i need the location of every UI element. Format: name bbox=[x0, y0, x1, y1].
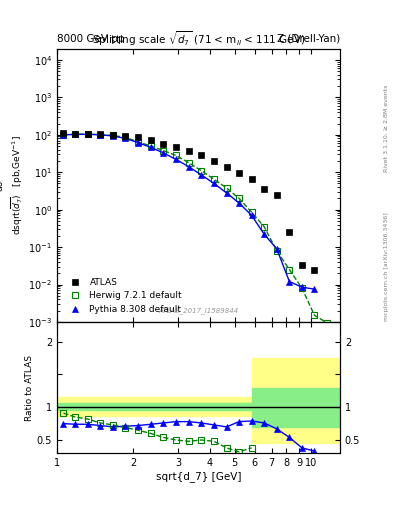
ATLAS bbox=[249, 176, 254, 182]
Pythia 8.308 default bbox=[98, 132, 103, 138]
ATLAS bbox=[199, 153, 204, 159]
Herwig 7.2.1 default bbox=[299, 285, 304, 291]
Pythia 8.308 default bbox=[224, 190, 229, 196]
ATLAS bbox=[287, 229, 292, 235]
Herwig 7.2.1 default bbox=[325, 319, 329, 326]
Pythia 8.308 default bbox=[274, 246, 279, 252]
Pythia 8.308 default bbox=[249, 212, 254, 219]
Herwig 7.2.1 default bbox=[237, 195, 241, 201]
X-axis label: sqrt{d_7} [GeV]: sqrt{d_7} [GeV] bbox=[156, 471, 241, 482]
Pythia 8.308 default bbox=[161, 150, 165, 156]
ATLAS bbox=[149, 137, 153, 143]
Herwig 7.2.1 default bbox=[274, 248, 279, 254]
Pythia 8.308 default bbox=[237, 200, 241, 206]
Pythia 8.308 default bbox=[299, 284, 304, 290]
Pythia 8.308 default bbox=[149, 144, 153, 151]
Herwig 7.2.1 default bbox=[312, 312, 317, 318]
ATLAS bbox=[211, 158, 216, 164]
Y-axis label: Ratio to ATLAS: Ratio to ATLAS bbox=[25, 354, 34, 420]
Pythia 8.308 default bbox=[85, 131, 90, 137]
Pythia 8.308 default bbox=[61, 132, 66, 138]
Text: 8000 GeV pp: 8000 GeV pp bbox=[57, 33, 125, 44]
Herwig 7.2.1 default bbox=[249, 209, 254, 216]
Herwig 7.2.1 default bbox=[98, 132, 103, 138]
Pythia 8.308 default bbox=[211, 180, 216, 186]
Herwig 7.2.1 default bbox=[174, 153, 178, 159]
Herwig 7.2.1 default bbox=[186, 160, 191, 166]
Herwig 7.2.1 default bbox=[224, 185, 229, 191]
ATLAS bbox=[161, 141, 165, 147]
Pythia 8.308 default bbox=[186, 164, 191, 170]
ATLAS bbox=[61, 130, 66, 136]
ATLAS bbox=[237, 170, 241, 176]
Text: Z (Drell-Yan): Z (Drell-Yan) bbox=[277, 33, 340, 44]
ATLAS bbox=[110, 132, 115, 138]
Pythia 8.308 default bbox=[136, 139, 140, 145]
ATLAS bbox=[262, 186, 266, 193]
Herwig 7.2.1 default bbox=[123, 134, 128, 140]
ATLAS bbox=[299, 262, 304, 268]
ATLAS bbox=[98, 131, 103, 137]
Pythia 8.308 default bbox=[199, 172, 204, 178]
Herwig 7.2.1 default bbox=[211, 176, 216, 182]
Herwig 7.2.1 default bbox=[262, 224, 266, 230]
Text: ATLAS_2017_I1589844: ATLAS_2017_I1589844 bbox=[158, 307, 239, 314]
Pythia 8.308 default bbox=[110, 133, 115, 139]
Herwig 7.2.1 default bbox=[287, 267, 292, 273]
ATLAS bbox=[85, 131, 90, 137]
Y-axis label: dσ
dsqrt($\overline{d_7}$)   [pb,GeV$^{-1}$]: dσ dsqrt($\overline{d_7}$) [pb,GeV$^{-1}… bbox=[0, 135, 26, 235]
ATLAS bbox=[224, 164, 229, 170]
Herwig 7.2.1 default bbox=[110, 133, 115, 139]
ATLAS bbox=[312, 267, 317, 273]
Herwig 7.2.1 default bbox=[149, 143, 153, 149]
Herwig 7.2.1 default bbox=[199, 167, 204, 174]
Line: Herwig 7.2.1 default: Herwig 7.2.1 default bbox=[61, 131, 330, 326]
Herwig 7.2.1 default bbox=[136, 139, 140, 145]
Pythia 8.308 default bbox=[287, 279, 292, 285]
Pythia 8.308 default bbox=[174, 156, 178, 162]
Herwig 7.2.1 default bbox=[73, 131, 77, 137]
Pythia 8.308 default bbox=[73, 132, 77, 138]
Text: mcplots.cern.ch [arXiv:1306.3436]: mcplots.cern.ch [arXiv:1306.3436] bbox=[384, 212, 389, 321]
Legend: ATLAS, Herwig 7.2.1 default, Pythia 8.308 default: ATLAS, Herwig 7.2.1 default, Pythia 8.30… bbox=[61, 274, 186, 317]
Pythia 8.308 default bbox=[262, 231, 266, 238]
Pythia 8.308 default bbox=[123, 135, 128, 141]
ATLAS bbox=[123, 133, 128, 139]
Title: Splitting scale $\sqrt{d_7}$ (71 < m$_{ll}$ < 111 GeV): Splitting scale $\sqrt{d_7}$ (71 < m$_{l… bbox=[92, 30, 305, 49]
ATLAS bbox=[174, 144, 178, 150]
ATLAS bbox=[136, 134, 140, 140]
Herwig 7.2.1 default bbox=[85, 131, 90, 137]
ATLAS bbox=[73, 131, 77, 137]
ATLAS bbox=[274, 191, 279, 198]
ATLAS bbox=[186, 148, 191, 155]
Text: Rivet 3.1.10, ≥ 2.8M events: Rivet 3.1.10, ≥ 2.8M events bbox=[384, 84, 389, 172]
Line: ATLAS: ATLAS bbox=[60, 130, 318, 273]
Pythia 8.308 default bbox=[312, 286, 317, 292]
Herwig 7.2.1 default bbox=[161, 147, 165, 154]
Herwig 7.2.1 default bbox=[61, 132, 66, 138]
Line: Pythia 8.308 default: Pythia 8.308 default bbox=[61, 132, 317, 292]
